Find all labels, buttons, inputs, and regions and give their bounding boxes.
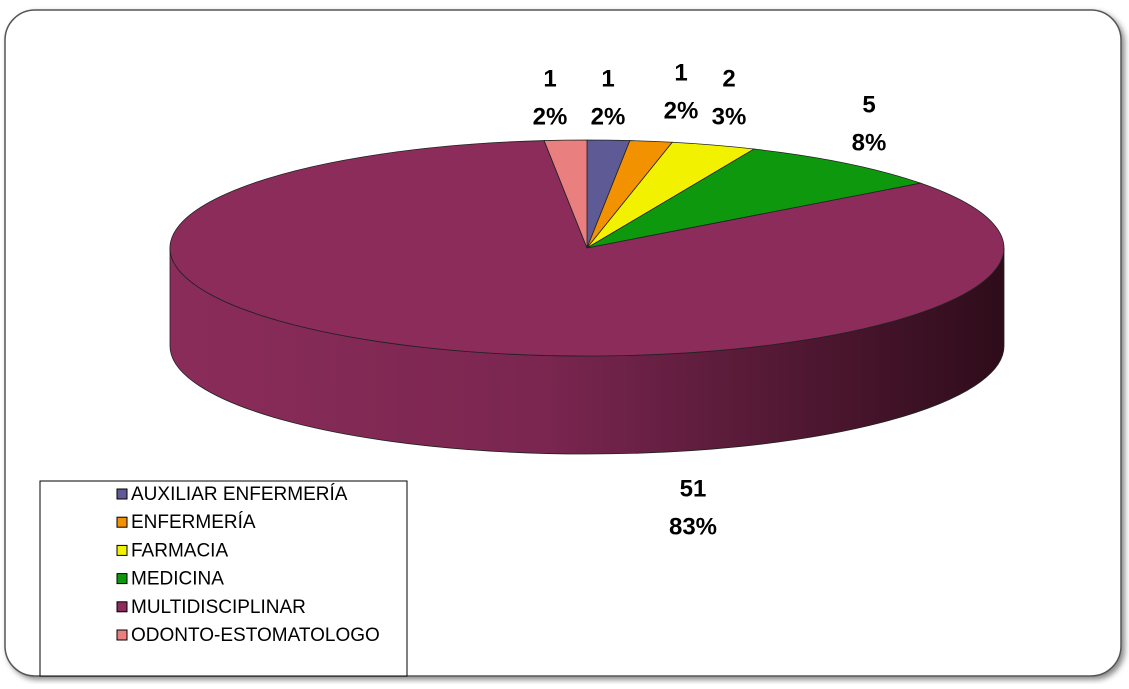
value-label: 1	[543, 65, 556, 92]
pie	[169, 139, 1005, 455]
pie-slice	[543, 139, 588, 249]
legend-box	[39, 480, 408, 677]
legend: AUXILIAR ENFERMERÍA ENFERMERÍA FARMACIA MED…	[116, 484, 380, 646]
value-label: 5	[862, 91, 875, 118]
percent-label: 8%	[852, 129, 887, 156]
labels: 1 2% 1 2% 2 3% 5 8% 51 83% 1 2%	[533, 59, 887, 540]
percent-label: 2%	[533, 103, 568, 130]
legend-swatch	[116, 516, 128, 528]
legend-label: MULTIDISCIPLINAR	[131, 597, 306, 618]
percent-label: 2%	[664, 97, 699, 124]
legend-swatch	[116, 573, 128, 585]
value-label: 51	[680, 475, 707, 502]
legend-label: ODONTO-ESTOMATOLOGO	[131, 625, 380, 646]
percent-label: 2%	[591, 103, 626, 130]
pie-slice	[586, 148, 923, 249]
legend-label: AUXILIAR ENFERMERÍA	[131, 484, 348, 505]
legend-label: ENFERMERÍA	[131, 512, 256, 533]
legend-label: FARMACIA	[131, 540, 228, 561]
legend-swatch	[116, 488, 128, 500]
percent-label: 3%	[712, 103, 747, 130]
value-label: 1	[601, 65, 614, 92]
value-label: 1	[674, 59, 687, 86]
pie-slice	[169, 140, 1005, 357]
legend-swatch	[116, 601, 128, 613]
percent-label: 83%	[669, 513, 717, 540]
legend-swatch	[116, 629, 128, 641]
legend-swatch	[116, 544, 128, 556]
value-label: 2	[722, 65, 735, 92]
legend-label: MEDICINA	[131, 569, 224, 590]
